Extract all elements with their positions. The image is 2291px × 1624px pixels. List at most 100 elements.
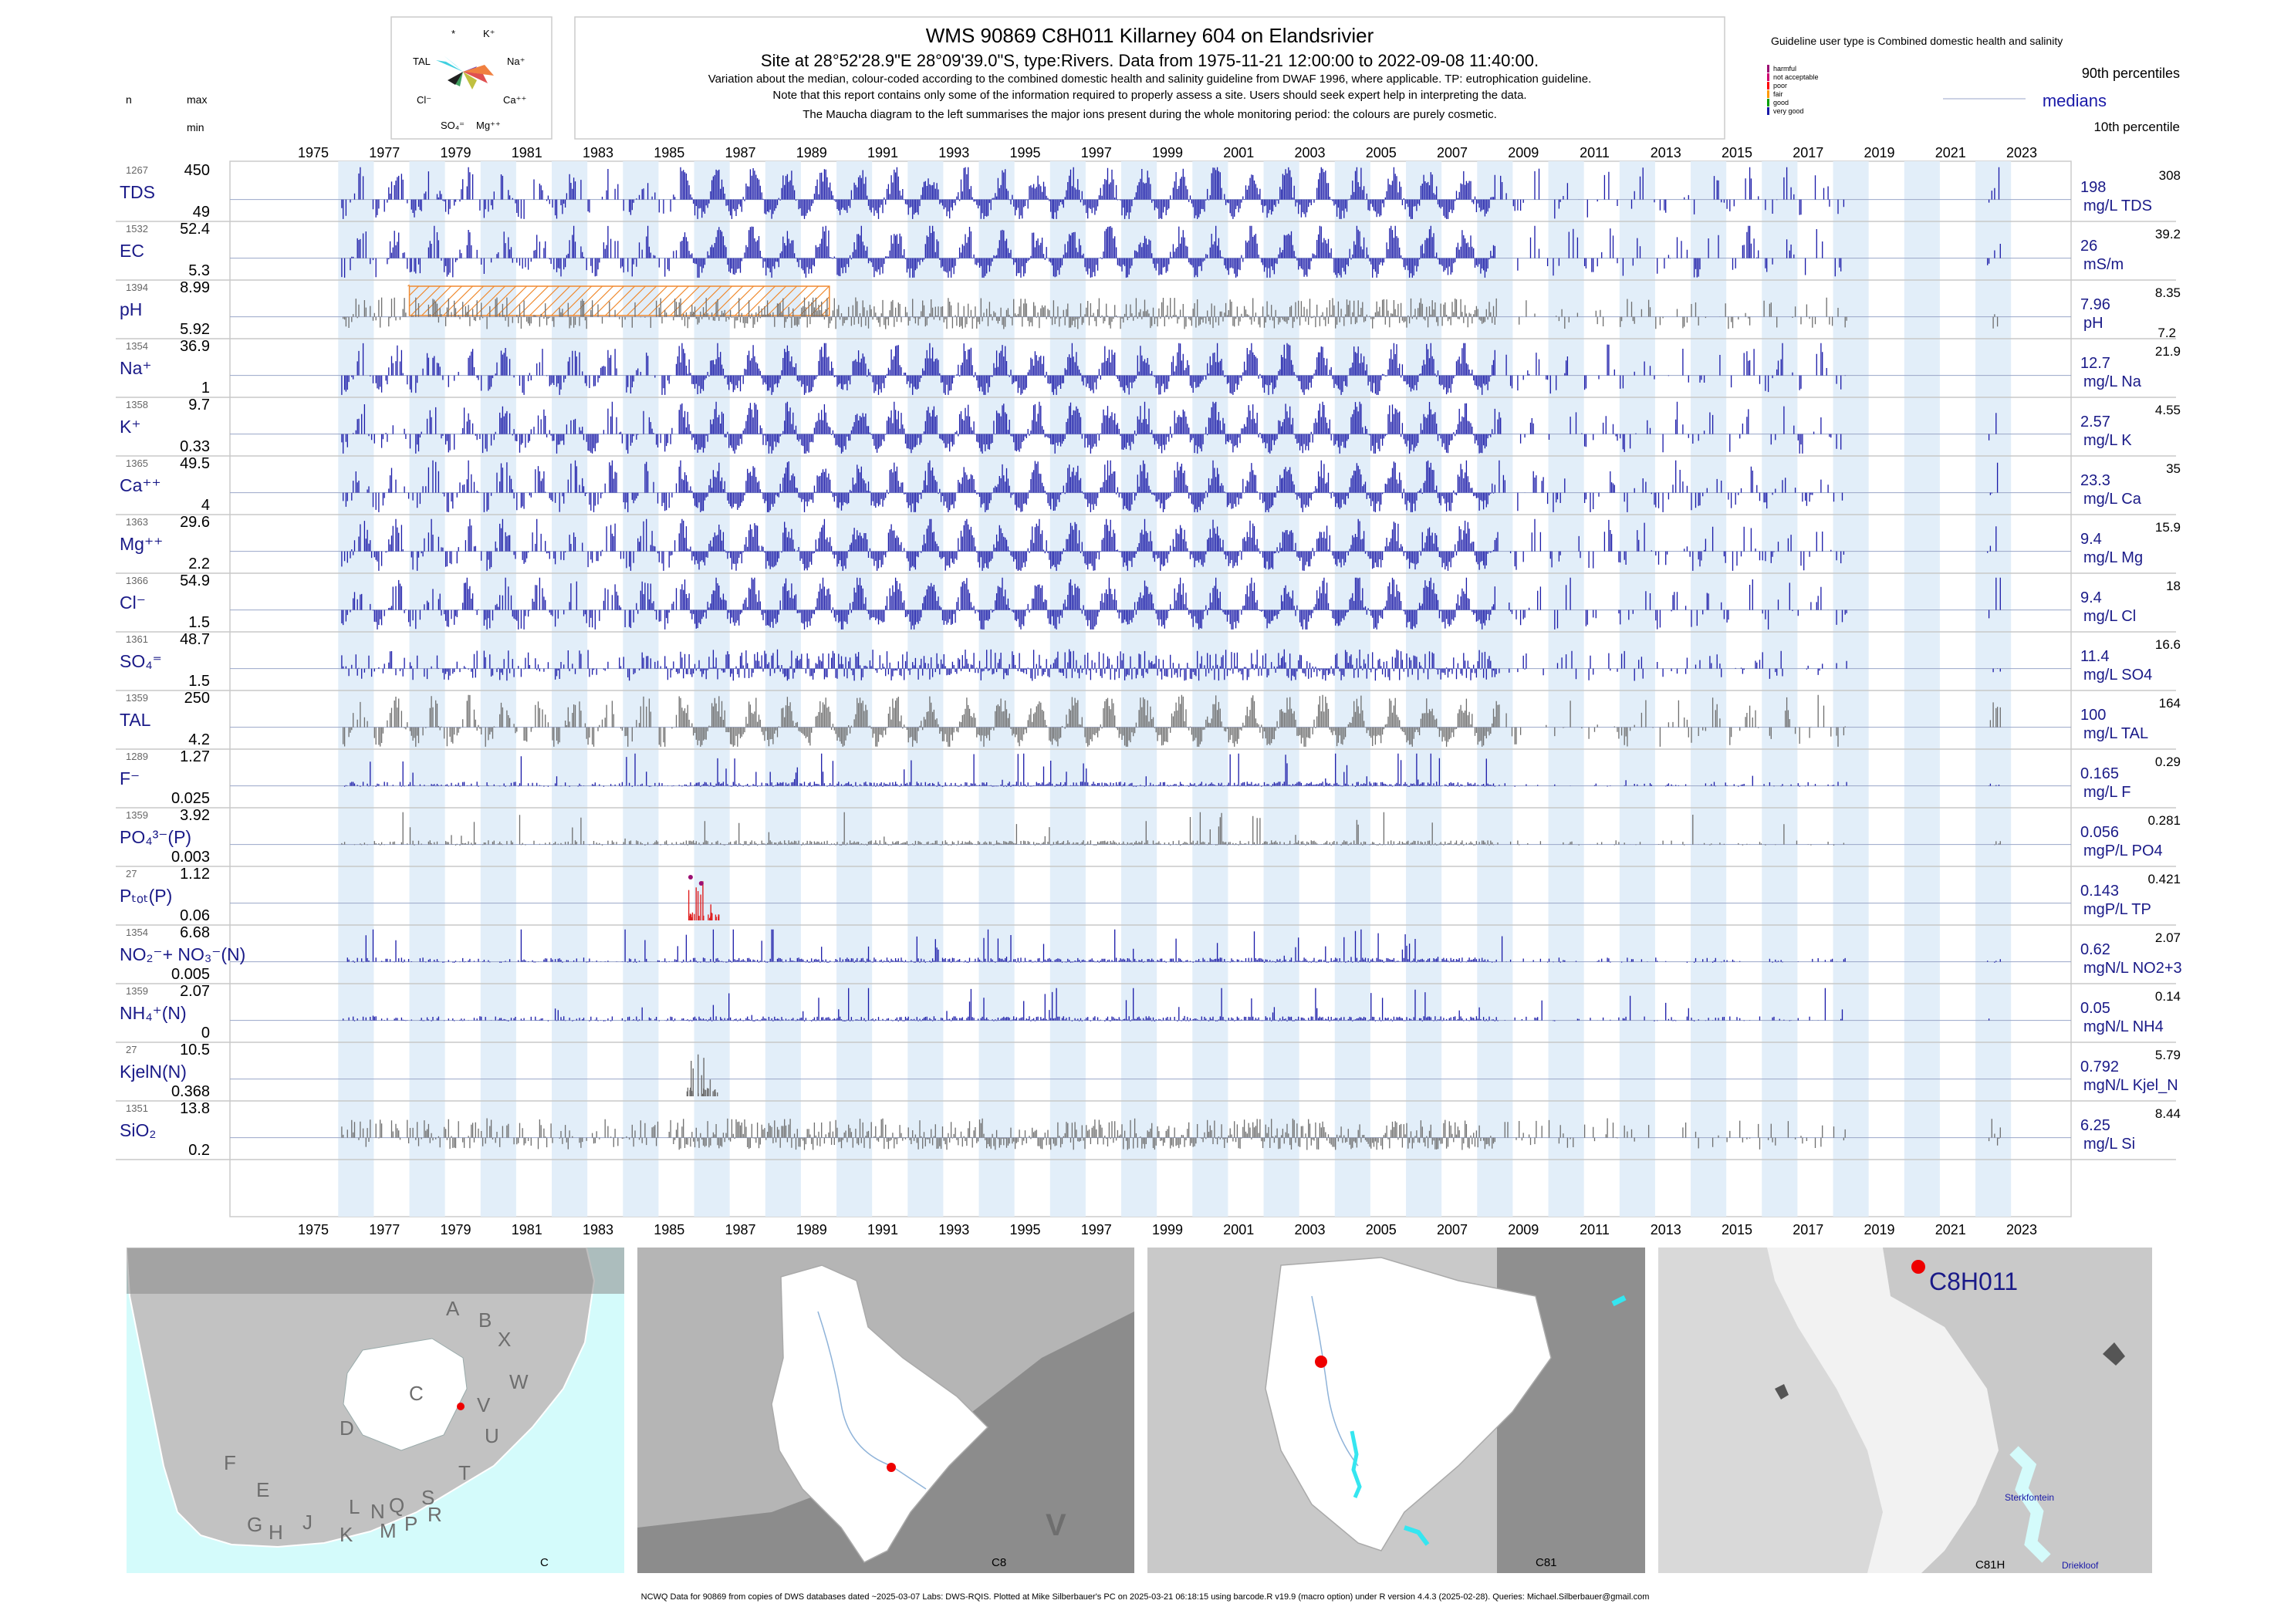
hatch-line <box>454 285 484 316</box>
year-tick-top: 2001 <box>1223 145 1254 160</box>
page-title: WMS 90869 C8H011 Killarney 604 on Elands… <box>926 24 1374 47</box>
c81-river <box>1311 1295 1359 1467</box>
region-letter-a: A <box>446 1297 460 1320</box>
panel-p90: 21.9 <box>2155 344 2181 359</box>
panel-label: K⁺ <box>120 417 140 437</box>
year-bands <box>338 161 2012 1217</box>
panel-median: 0.62 <box>2080 941 2110 958</box>
series-bars <box>341 401 1997 454</box>
region-letter-n: N <box>370 1500 385 1523</box>
year-band <box>1762 161 1798 1217</box>
panel-label: SO₄⁼ <box>120 651 162 671</box>
panel-n: 1359 <box>126 692 148 704</box>
panel-max: 250 <box>184 690 210 707</box>
panel-min: 4 <box>201 497 210 514</box>
year-tick-bottom: 1983 <box>583 1222 613 1237</box>
site-info: Site at 28°52'28.9"E 28°09'39.0"S, type:… <box>761 51 1539 70</box>
series-bars <box>343 297 1999 329</box>
hatch-line <box>745 285 775 316</box>
panel-n: 1359 <box>126 809 148 821</box>
sterkfontein-water <box>2009 1446 2051 1563</box>
panel-label: F⁻ <box>120 768 140 788</box>
tp-point <box>698 881 704 886</box>
year-tick-bottom: 1991 <box>867 1222 898 1237</box>
panel-min: 2.2 <box>188 555 210 572</box>
panel-unit: mgP/L TP <box>2083 901 2151 918</box>
year-tick-bottom: 2023 <box>2006 1222 2037 1237</box>
year-tick-bottom: 1997 <box>1081 1222 1112 1237</box>
region-letter-r: R <box>427 1503 442 1526</box>
panel-max: 13.8 <box>180 1100 210 1117</box>
hatch-line <box>810 296 830 316</box>
c81h-dark-patch <box>2103 1342 2125 1366</box>
panel-min: 1 <box>201 380 210 397</box>
year-tick-top: 2005 <box>1366 145 1397 160</box>
panel-median: 26 <box>2080 238 2097 255</box>
maucha-star-label: * <box>451 28 455 39</box>
panel-1: 1532 52.4 5.3 EC 26 39.2 mS/m <box>116 221 2181 281</box>
year-tick-top: 2007 <box>1437 145 1468 160</box>
panel-p90: 2.07 <box>2155 930 2181 945</box>
panel-label: KjelN(N) <box>120 1062 187 1082</box>
year-tick-bottom: 1995 <box>1009 1222 1040 1237</box>
region-letter-g: G <box>247 1513 262 1536</box>
panel-label: Pₜₒₜ(P) <box>120 886 172 906</box>
region-letter-s: S <box>421 1486 434 1509</box>
panel-p90: 0.421 <box>2147 872 2181 886</box>
legend-swatch-4 <box>1767 99 1769 106</box>
map-c8: V C8 <box>637 1248 1134 1573</box>
series-bars <box>341 649 2001 681</box>
panel-max: 36.9 <box>180 338 210 355</box>
panel-max: 3.92 <box>180 807 210 824</box>
panel-min: 0.005 <box>171 966 210 983</box>
panel-p90: 164 <box>2159 696 2181 711</box>
year-tick-top: 1987 <box>725 145 755 160</box>
region-letter-p: P <box>404 1512 417 1535</box>
panel-median: 11.4 <box>2080 648 2109 665</box>
year-tick-bottom: 1999 <box>1152 1222 1183 1237</box>
panel-label: SiO₂ <box>120 1120 156 1140</box>
year-band <box>1975 161 2012 1217</box>
year-tick-bottom: 1993 <box>938 1222 969 1237</box>
series-bars <box>341 343 1846 395</box>
panel-unit: mgP/L PO4 <box>2083 842 2163 859</box>
panel-4: 1358 9.7 0.33 K⁺ 2.57 4.55 mg/L K <box>116 397 2181 457</box>
panel-unit: mg/L F <box>2083 784 2131 801</box>
maucha-tal-petal-2 <box>444 56 463 72</box>
panel-n: 1354 <box>126 340 148 352</box>
panel-n: 1267 <box>126 164 148 176</box>
region-letter-m: M <box>380 1519 397 1542</box>
year-tick-top: 1977 <box>369 145 400 160</box>
panel-label: Na⁺ <box>120 358 152 378</box>
hatch-line <box>583 285 613 316</box>
year-band <box>1334 161 1370 1217</box>
panel-n: 1532 <box>126 223 148 235</box>
panel-p90: 5.79 <box>2155 1048 2181 1062</box>
series-bars <box>343 460 1999 512</box>
year-tick-top: 2009 <box>1508 145 1539 160</box>
guideline-title: Guideline user type is Combined domestic… <box>1771 35 2063 47</box>
hatch-line <box>605 285 635 316</box>
panel-n: 1363 <box>126 516 148 528</box>
year-band <box>1406 161 1442 1217</box>
year-band <box>765 161 801 1217</box>
panel-median: 7.96 <box>2080 296 2110 313</box>
maucha-mg-petal <box>463 72 477 89</box>
year-tick-bottom: 2007 <box>1437 1222 1468 1237</box>
panel-max: 450 <box>184 162 210 179</box>
year-band <box>1904 161 1940 1217</box>
region-letter-x: X <box>498 1328 511 1351</box>
panel-min: 4.2 <box>188 731 210 748</box>
guideline-legend: Guideline user type is Combined domestic… <box>1767 35 2180 134</box>
legend-swatch-0 <box>1767 65 1769 73</box>
panel-p90: 16.6 <box>2155 637 2181 652</box>
hatch-line <box>409 285 430 307</box>
panel-14: 1359 2.07 0 NH₄⁺(N) 0.05 0.14 mgN/L NH4 <box>116 983 2181 1043</box>
year-band <box>1619 161 1655 1217</box>
year-tick-bottom: 1987 <box>725 1222 755 1237</box>
legend-swatch-5 <box>1767 107 1769 115</box>
panel-p90: 0.281 <box>2147 813 2181 828</box>
